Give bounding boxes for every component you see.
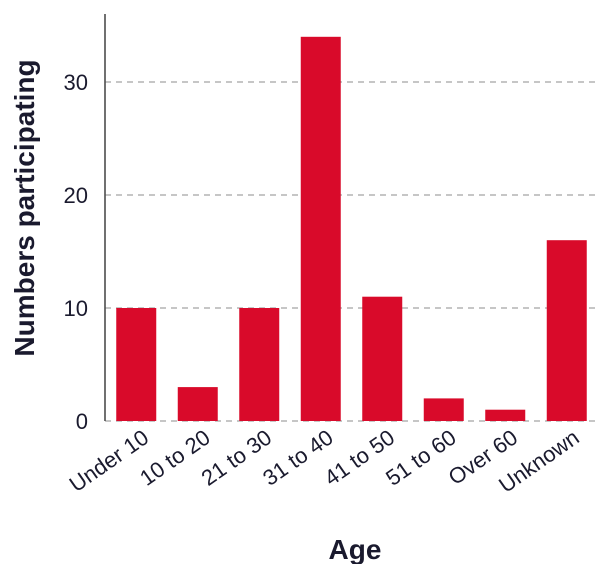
bars [116,36,587,422]
bar [300,36,341,422]
x-tick-label: 51 to 60 [381,425,460,491]
y-tick-label: 20 [64,183,88,208]
bar [546,240,587,421]
x-tick-label: 41 to 50 [320,425,399,491]
y-tick-labels: 0 10 20 30 [64,70,88,434]
x-tick-label: 31 to 40 [258,425,337,491]
gridlines [105,81,597,422]
bar [362,296,403,421]
bar [116,308,157,421]
bar [423,398,464,421]
bar [177,387,218,421]
y-tick-label: 0 [76,409,88,434]
bar [239,308,280,421]
x-tick-label: Under 10 [65,425,153,497]
x-tick-label: 21 to 30 [197,425,276,491]
x-tick-label: 10 to 20 [135,425,214,491]
y-axis-title: Numbers participating [9,59,40,356]
bar [485,409,526,421]
x-axis-title: Age [329,534,382,564]
y-tick-label: 10 [64,296,88,321]
y-tick-label: 30 [64,70,88,95]
